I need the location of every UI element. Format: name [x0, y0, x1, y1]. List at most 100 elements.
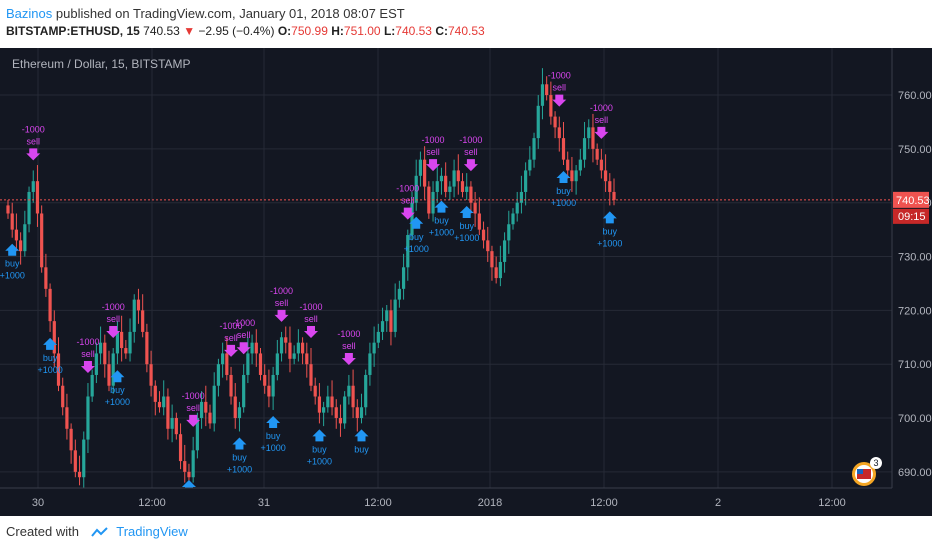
buy-amount: +1000 [429, 228, 454, 238]
candle-body [557, 127, 561, 139]
sell-arrow-icon [274, 309, 289, 322]
sell-label: sell [553, 83, 567, 93]
buy-arrow-icon [232, 437, 247, 450]
candle [48, 283, 52, 332]
buy-arrow-icon [409, 216, 424, 229]
candle-body [540, 84, 545, 106]
tradingview-brand[interactable]: TradingView [116, 524, 188, 539]
candle-body [502, 240, 507, 262]
candle-body [330, 396, 334, 408]
symbol-label: BITSTAMP:ETHUSD, 15 [6, 24, 140, 38]
candle [86, 383, 90, 454]
time-tick-label: 2018 [478, 497, 502, 509]
candle-body [364, 374, 368, 408]
candle [439, 167, 444, 195]
candle-body [145, 331, 149, 365]
candlestick-chart[interactable]: -1000sellbuy+1000buy+1000-1000sell-1000s… [0, 48, 932, 516]
candle [540, 68, 545, 120]
candle [578, 148, 582, 176]
sell-signal: -1000 sell [396, 184, 419, 220]
candle [52, 310, 56, 367]
chart-header: Bazinos published on TradingView.com, Ja… [0, 0, 932, 48]
candle-body [582, 138, 587, 160]
candle-body [27, 191, 31, 225]
candle [599, 148, 603, 179]
candle-body [254, 342, 258, 354]
candle-body [124, 348, 128, 354]
sell-arrow-icon [463, 159, 478, 172]
flag-widget[interactable]: 3 [852, 457, 882, 486]
candle-body [490, 251, 494, 268]
candles [6, 68, 616, 491]
buy-label: buy [232, 452, 247, 462]
candle [56, 337, 61, 392]
sell-amount: -1000 [459, 135, 482, 145]
price-tick-label: 710.00 [898, 359, 932, 371]
candle-body [250, 342, 254, 354]
candle-body [355, 407, 359, 419]
author-link[interactable]: Bazinos [6, 6, 53, 21]
candle [98, 326, 103, 365]
candle [103, 334, 107, 378]
candle-body [435, 181, 439, 192]
chart-area[interactable]: -1000 sell buy +1000 buy +1000 -1000 sell -1000 s… [0, 48, 932, 516]
candle-body [221, 353, 225, 365]
close-label: C: [435, 24, 448, 38]
sell-amount: -1000 [422, 135, 445, 145]
candle [258, 348, 263, 381]
candle-body [35, 181, 40, 214]
candle-body [401, 267, 406, 289]
candle [364, 369, 368, 416]
buy-label: buy [43, 353, 58, 363]
price-change: −2.95 (−0.4%) [198, 24, 275, 38]
candle-body [65, 407, 69, 429]
candle [246, 337, 250, 384]
sell-signal: -1000 sell [76, 337, 99, 374]
candle [275, 339, 279, 381]
candle [216, 358, 221, 397]
candle [334, 399, 338, 429]
candle-body [187, 471, 191, 478]
candle [242, 364, 246, 413]
candle [494, 256, 498, 284]
candle [389, 299, 393, 346]
sell-signal: -1000 sell [590, 103, 613, 139]
candle [44, 253, 48, 297]
buy-label: buy [354, 444, 369, 454]
time-tick-label: 12:00 [138, 497, 166, 509]
candle [553, 111, 557, 139]
candle-body [166, 396, 170, 429]
time-tick-label: 2 [715, 497, 721, 509]
candle-body [498, 261, 502, 279]
low-label: L: [383, 24, 396, 38]
candle [536, 95, 540, 149]
candle [456, 154, 460, 195]
sell-signal: -1000 sell [270, 286, 293, 322]
candle [305, 342, 309, 378]
candle-body [23, 224, 27, 252]
candle-body [317, 396, 322, 413]
price-axis[interactable] [892, 48, 932, 488]
candle [229, 366, 233, 405]
candle-body [444, 175, 448, 192]
time-axis[interactable] [0, 488, 932, 516]
candle-body [77, 471, 82, 478]
candle-body [460, 181, 465, 192]
sell-arrow-icon [236, 342, 251, 355]
sell-amount: -1000 [182, 391, 205, 401]
sell-label: sell [426, 147, 440, 157]
candle [338, 404, 343, 437]
sell-amount: -1000 [396, 184, 419, 194]
candle [414, 159, 418, 211]
last-price-marker: 740.53 09:15 [0, 191, 930, 224]
candle-body [136, 299, 141, 311]
candle [35, 165, 40, 227]
candle [469, 181, 473, 214]
candle-body [199, 401, 204, 419]
buy-arrow-icon [556, 171, 571, 184]
buy-label: buy [459, 221, 474, 231]
buy-signal: buy +1000 [404, 216, 429, 254]
time-tick-label: 12:00 [590, 497, 618, 509]
candle-body [263, 374, 267, 386]
candle [221, 342, 225, 378]
